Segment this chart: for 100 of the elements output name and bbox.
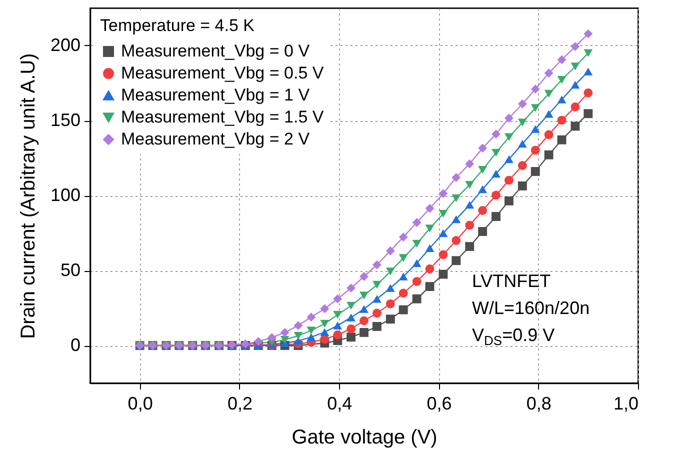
point (504, 133, 514, 142)
point (372, 322, 382, 331)
point (306, 326, 316, 334)
x-tick-label: 1,0 (613, 394, 638, 414)
legend-label: Measurement_Vbg = 1.5 V (121, 108, 324, 126)
point (438, 250, 448, 260)
point (557, 135, 566, 144)
point (412, 240, 422, 248)
legend-label: Measurement_Vbg = 2 V (121, 130, 310, 148)
point (465, 180, 474, 189)
point (320, 320, 330, 328)
point (306, 333, 316, 341)
point (584, 49, 593, 58)
point (544, 90, 554, 98)
point (320, 304, 330, 314)
y-tick-label: 200 (50, 35, 80, 55)
point (544, 110, 554, 118)
point (346, 332, 356, 342)
point (360, 292, 368, 300)
point (530, 146, 540, 155)
x-tick-label: 0,6 (426, 394, 452, 414)
point (557, 76, 566, 84)
point (398, 305, 408, 314)
point (504, 196, 514, 206)
point (386, 284, 395, 292)
point (557, 96, 566, 104)
point (478, 144, 488, 153)
point (412, 276, 422, 286)
point (478, 185, 488, 194)
legend-label: Measurement_Vbg = 0.5 V (121, 64, 324, 82)
point (452, 215, 461, 224)
y-tick-label: 50 (60, 260, 80, 280)
point (346, 324, 356, 334)
point (398, 288, 408, 298)
point (518, 118, 527, 126)
point (306, 312, 316, 322)
point (518, 99, 527, 108)
point (425, 224, 434, 232)
point (518, 161, 527, 170)
point (492, 190, 500, 200)
point (360, 305, 368, 313)
point (465, 242, 474, 251)
annotation: W/L=160n/20n (472, 298, 590, 318)
point (530, 104, 540, 112)
point (386, 246, 395, 256)
point (544, 68, 554, 78)
point (360, 328, 368, 337)
y-tick-label: 0 (70, 335, 80, 355)
point (346, 284, 356, 293)
point (465, 200, 474, 209)
point (570, 62, 580, 70)
point (544, 130, 554, 140)
point (386, 314, 395, 324)
point (584, 29, 593, 38)
point (386, 299, 395, 308)
point (280, 336, 290, 344)
point (372, 308, 382, 318)
point (465, 220, 474, 230)
point (372, 280, 382, 289)
point (544, 150, 554, 160)
point (280, 328, 290, 337)
point (492, 212, 500, 221)
point (570, 42, 580, 52)
x-tick-label: 0,0 (128, 394, 153, 414)
point (452, 173, 461, 182)
point (557, 55, 566, 64)
point (372, 260, 382, 270)
x-tick-label: 0,4 (327, 394, 352, 414)
point (333, 310, 342, 319)
point (360, 316, 368, 326)
annotation: LVTNFET (472, 271, 551, 291)
point (504, 114, 514, 123)
point (452, 236, 461, 245)
point (504, 155, 514, 164)
point (584, 68, 593, 76)
point (438, 189, 448, 198)
point (530, 84, 540, 94)
point (398, 232, 408, 242)
y-axis-title: Drain current (Arbitrary unit A.U) (17, 53, 40, 339)
point (372, 294, 382, 303)
point (518, 140, 527, 148)
legend-label: Measurement_Vbg = 1 V (121, 86, 310, 104)
point (584, 88, 593, 98)
point (570, 122, 580, 131)
point (504, 176, 514, 185)
y-tick-label: 150 (50, 110, 80, 130)
point (294, 321, 303, 330)
point (452, 256, 461, 266)
point (425, 244, 434, 252)
point (438, 210, 448, 218)
point (398, 272, 408, 280)
point (530, 167, 540, 176)
point (346, 302, 356, 310)
x-axis-title: Gate voltage (V) (292, 426, 438, 448)
point (333, 322, 342, 330)
point (478, 206, 488, 215)
legend-label: Measurement_Vbg = 0 V (121, 42, 310, 60)
point (518, 181, 527, 190)
point (412, 259, 422, 268)
point (570, 80, 580, 89)
